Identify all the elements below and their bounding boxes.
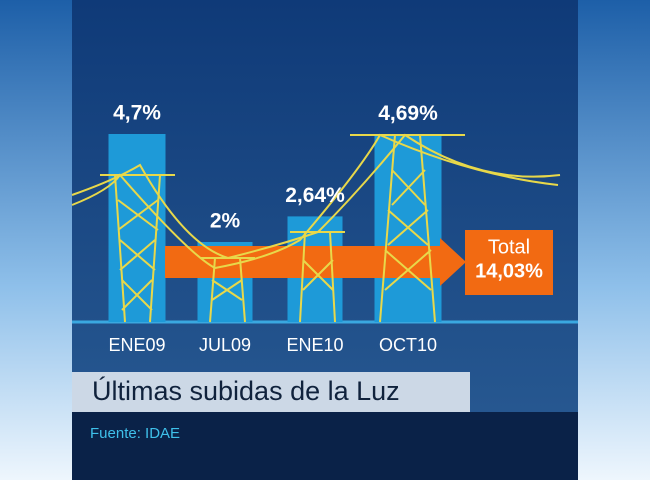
value-label: 2% — [210, 210, 241, 233]
value-label: 2,64% — [285, 184, 345, 207]
total-value: 14,03% — [475, 260, 543, 282]
x-tick-label: JUL09 — [199, 335, 251, 355]
x-tick-label: ENE10 — [286, 335, 343, 355]
arrow-head — [440, 238, 466, 286]
total-label: Total — [488, 236, 530, 258]
source: Fuente: IDAE — [90, 425, 180, 442]
footer-band — [72, 412, 578, 480]
total-box — [465, 230, 553, 295]
value-label: 4,69% — [378, 102, 438, 125]
x-tick-label: ENE09 — [108, 335, 165, 355]
x-tick-label: OCT10 — [379, 335, 437, 355]
value-label: 4,7% — [113, 102, 161, 125]
title-band — [72, 372, 470, 412]
power-lines — [71, 133, 561, 323]
chart-title: Últimas subidas de la Luz — [92, 375, 400, 406]
